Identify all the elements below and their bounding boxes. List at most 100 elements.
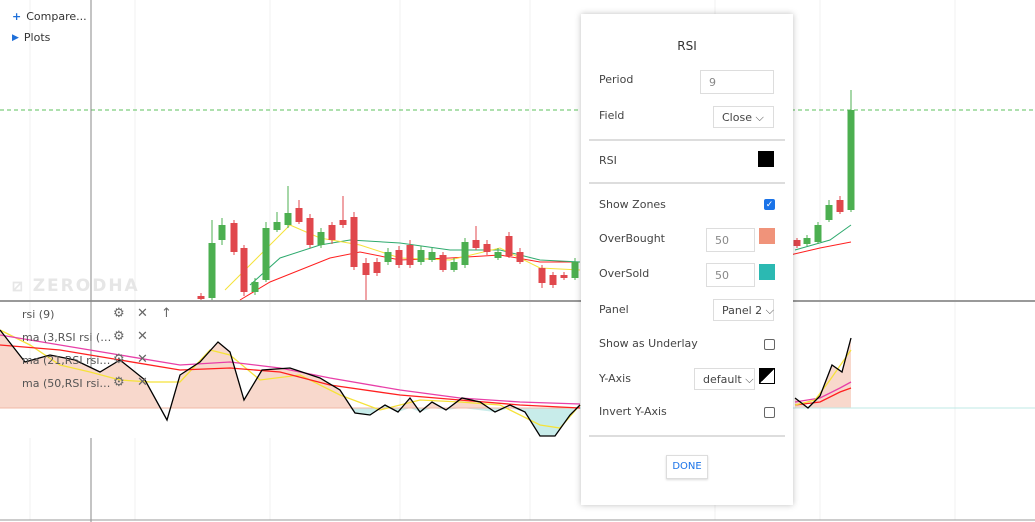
yaxis-color-swatch[interactable]	[759, 368, 775, 384]
candle-down	[516, 252, 524, 262]
candle-down	[560, 275, 568, 278]
plus-icon: +	[12, 10, 22, 23]
overbought-color-swatch[interactable]	[759, 228, 775, 244]
period-label: Period	[599, 73, 634, 86]
candle-up	[571, 262, 579, 278]
done-button[interactable]: DONE	[666, 455, 708, 479]
candle-down	[362, 263, 370, 275]
candle-up	[218, 225, 226, 240]
zone-mask	[0, 408, 580, 438]
candle-down	[339, 220, 347, 225]
field-label: Field	[599, 109, 625, 122]
ma-line-mid-right	[794, 224, 852, 251]
divider	[589, 139, 785, 141]
candle-up	[208, 243, 216, 298]
rsi-ma50-line	[0, 334, 581, 405]
rsi-color-label: RSI	[599, 154, 617, 167]
study-label: ma (3,RSI rsi (9),e...	[22, 331, 112, 344]
overbought-input[interactable]: 50	[706, 228, 755, 252]
candle-up	[428, 252, 436, 260]
candle-down	[295, 208, 303, 222]
rsi-color-swatch[interactable]	[758, 151, 774, 167]
candle-up	[417, 250, 425, 262]
divider	[589, 435, 785, 437]
rsi-ma3-line	[0, 329, 581, 429]
candle-up	[262, 228, 270, 280]
candle-down	[505, 236, 513, 256]
candle-down	[350, 217, 358, 267]
gear-icon[interactable]: ⚙	[113, 352, 125, 367]
candle-up	[273, 222, 281, 230]
chevron-down-icon: ⌵	[765, 304, 775, 317]
close-icon[interactable]: ✕	[137, 329, 148, 344]
plots-button[interactable]: ▶ Plots	[12, 31, 50, 44]
overbought-label: OverBought	[599, 232, 665, 245]
oversold-input[interactable]: 50	[706, 263, 755, 287]
ma-line-slow-right	[789, 241, 852, 256]
dialog-title: RSI	[677, 39, 697, 53]
yaxis-label: Y-Axis	[599, 372, 631, 385]
oversold-color-swatch[interactable]	[759, 264, 775, 280]
ma-line-mid	[249, 239, 581, 286]
candle-down	[230, 223, 238, 252]
candle-down	[406, 245, 414, 265]
candle-down	[197, 296, 205, 299]
candle-up	[814, 225, 822, 242]
candle-down	[439, 255, 447, 270]
candle-up	[494, 252, 502, 258]
rsi-line-right	[794, 337, 852, 409]
triangle-right-icon: ▶	[12, 32, 19, 43]
candle-up	[317, 232, 325, 245]
study-rsi[interactable]: rsi (9)	[22, 308, 112, 321]
candle-up	[251, 282, 259, 292]
candle-up	[847, 110, 855, 210]
candle-down	[549, 275, 557, 285]
candle-down	[328, 225, 336, 240]
invert-yaxis-checkbox[interactable]	[764, 407, 775, 418]
candle-down	[538, 268, 546, 283]
candle-up	[384, 252, 392, 262]
close-icon[interactable]: ✕	[137, 375, 148, 390]
candle-down	[836, 200, 844, 212]
candle-down	[793, 240, 801, 246]
study-ma3[interactable]: ma (3,RSI rsi (9),e...	[22, 331, 112, 344]
underlay-checkbox[interactable]	[764, 339, 775, 350]
show-zones-checkbox[interactable]: ✓	[764, 199, 775, 210]
study-label: ma (50,RSI rsi (9),...	[22, 377, 112, 390]
gear-icon[interactable]: ⚙	[113, 329, 125, 344]
candle-down	[395, 250, 403, 265]
chevron-down-icon: ⌵	[745, 373, 754, 386]
rsi-settings-dialog: RSI Period 9 Field Close ⌵ RSI Show Zone…	[581, 14, 793, 505]
panel-select[interactable]: Panel 2 ⌵	[713, 299, 774, 321]
field-select[interactable]: Close ⌵	[713, 106, 774, 128]
arrow-up-icon[interactable]: ↑	[161, 306, 172, 321]
oversold-label: OverSold	[599, 267, 650, 280]
gear-icon[interactable]: ⚙	[113, 306, 125, 321]
show-zones-label: Show Zones	[599, 198, 666, 211]
candle-down	[483, 244, 491, 252]
compare-button[interactable]: + Compare...	[12, 10, 87, 23]
close-icon[interactable]: ✕	[137, 306, 148, 321]
close-icon[interactable]: ✕	[137, 352, 148, 367]
study-ma50[interactable]: ma (50,RSI rsi (9),...	[22, 377, 112, 390]
candle-up	[450, 262, 458, 270]
candle-down	[472, 240, 480, 248]
panel-label: Panel	[599, 303, 629, 316]
yaxis-select[interactable]: default ⌵	[694, 368, 755, 390]
rsi-line	[0, 329, 581, 437]
period-input[interactable]: 9	[700, 70, 774, 94]
zerodha-watermark: ⧄ ZERODHA	[12, 276, 140, 296]
candle-up	[461, 242, 469, 265]
gear-icon[interactable]: ⚙	[113, 375, 125, 390]
candle-down	[306, 218, 314, 245]
plots-label: Plots	[23, 31, 51, 44]
study-label: ma (21,RSI rsi (9),...	[22, 354, 112, 367]
compare-label: Compare...	[26, 10, 87, 23]
study-ma21[interactable]: ma (21,RSI rsi (9),...	[22, 354, 112, 367]
candle-down	[373, 262, 381, 273]
rsi-ma50-line-right	[794, 381, 852, 403]
underlay-label: Show as Underlay	[599, 337, 698, 350]
chevron-down-icon: ⌵	[755, 111, 764, 124]
invert-yaxis-label: Invert Y-Axis	[599, 405, 667, 418]
